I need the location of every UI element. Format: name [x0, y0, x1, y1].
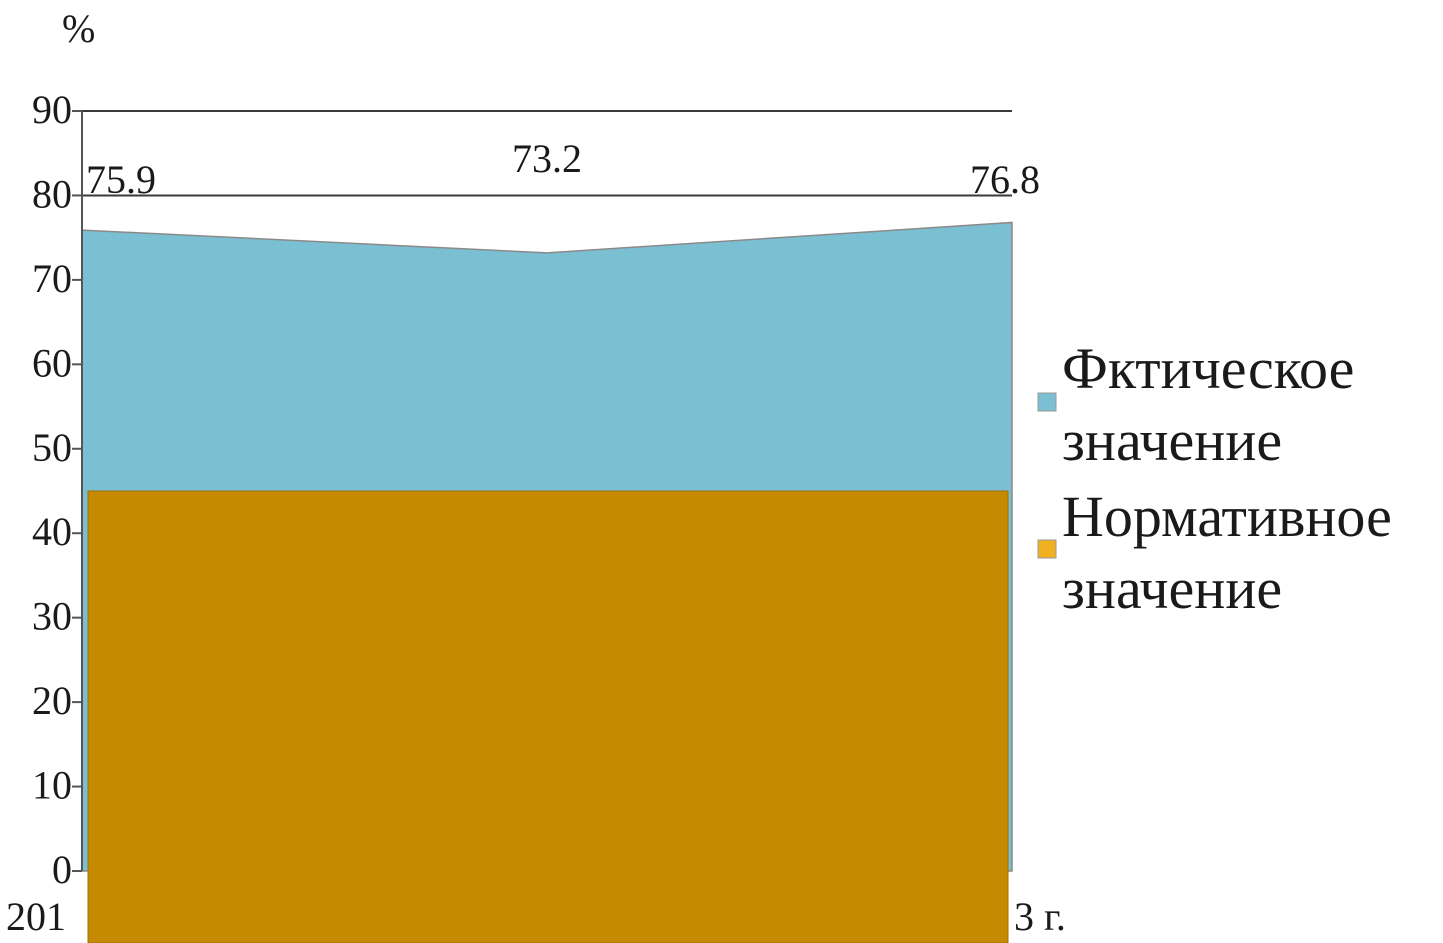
data-label-2: 76.8: [970, 157, 1040, 202]
y-tick-label-80: 80: [32, 171, 72, 216]
y-tick-label-0: 0: [52, 847, 72, 892]
legend-label-1-0: Нормативное: [1062, 484, 1392, 549]
x-label-last: 3 г.: [1014, 894, 1066, 939]
y-tick-label-70: 70: [32, 256, 72, 301]
y-axis: 0 10 20 30 40 50 60 70 80 90: [32, 87, 83, 892]
data-labels: 75.9 73.2 76.8: [86, 136, 1040, 202]
area-series-normative: [87, 490, 1009, 943]
gridlines: [82, 110, 1012, 197]
y-tick-label-90: 90: [32, 87, 72, 132]
legend: Фктическое значение Нормативное значение: [1037, 336, 1392, 621]
data-label-0: 75.9: [86, 157, 156, 202]
y-tick-label-60: 60: [32, 340, 72, 385]
legend-swatch-1: [1037, 539, 1057, 559]
area-series: [81, 221, 1013, 943]
y-tick-label-10: 10: [32, 763, 72, 808]
legend-swatch-0: [1037, 392, 1057, 412]
legend-label-0-1: значение: [1062, 408, 1282, 473]
x-axis-labels: 201 3 г.: [6, 894, 1066, 939]
y-tick-label-50: 50: [32, 425, 72, 470]
y-tick-label-30: 30: [32, 594, 72, 639]
x-label-first: 201: [6, 894, 66, 939]
legend-label-1-1: значение: [1062, 556, 1282, 621]
y-tick-label-40: 40: [32, 509, 72, 554]
legend-label-0-0: Фктическое: [1062, 336, 1354, 401]
data-label-1: 73.2: [512, 136, 582, 181]
y-tick-label-20: 20: [32, 678, 72, 723]
y-axis-unit-label: %: [62, 6, 95, 51]
